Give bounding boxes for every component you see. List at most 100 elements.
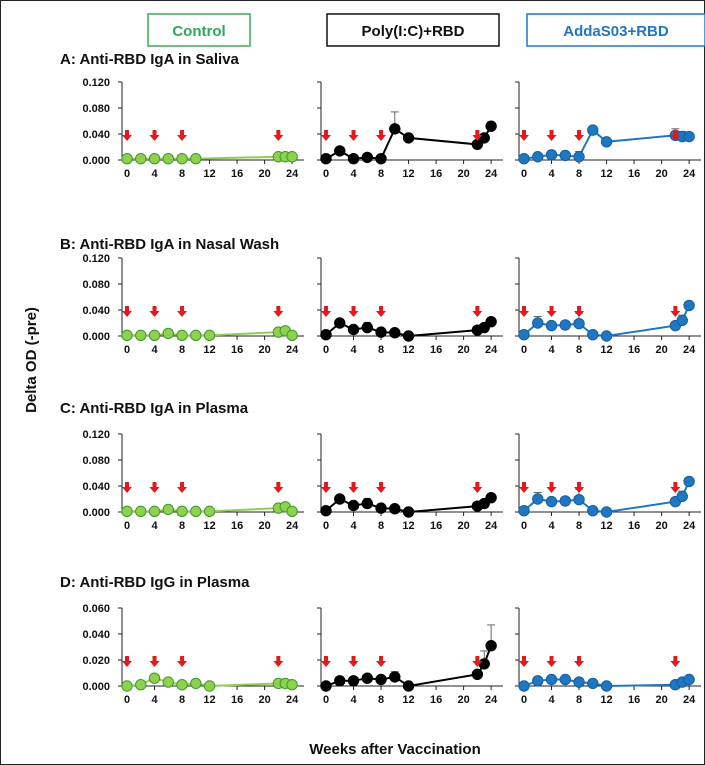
data-point <box>361 672 373 684</box>
x-tick-label: 4 <box>350 168 357 180</box>
x-tick-label: 4 <box>350 694 357 706</box>
subplot-poly-i-c-rbd: 0 4 8 12 16 20 24 <box>317 433 503 532</box>
x-tick-label: 0 <box>323 520 329 532</box>
vaccination-arrow <box>472 656 483 667</box>
vaccination-arrow <box>149 656 160 667</box>
x-tick-label: 0 <box>521 168 527 180</box>
x-tick-label: 8 <box>378 694 384 706</box>
subplot-control: 0 4 8 12 16 20 24 <box>118 607 304 706</box>
vaccination-arrow <box>670 130 681 141</box>
data-point <box>190 153 202 165</box>
y-tick-label: 0.080 <box>82 103 110 115</box>
vaccination-arrow <box>376 656 387 667</box>
vaccination-arrow <box>519 482 529 493</box>
subplot-control: 0 4 8 12 16 20 24 <box>118 433 304 532</box>
x-tick-label: 24 <box>683 344 696 356</box>
data-point <box>361 321 373 334</box>
data-point <box>573 493 585 506</box>
vaccination-arrow <box>574 482 585 493</box>
vaccination-arrow <box>348 656 359 667</box>
panels: A: Anti-RBD IgA in Saliva 0.000 0.040 0.080… <box>60 51 701 706</box>
vaccination-arrow <box>122 130 132 141</box>
x-tick-label: 20 <box>457 344 469 356</box>
vaccination-arrow <box>273 482 284 493</box>
data-point <box>148 153 161 165</box>
data-point <box>286 679 298 691</box>
vaccination-arrow <box>574 656 585 667</box>
data-point <box>375 153 387 165</box>
x-tick-label: 4 <box>151 168 158 180</box>
vaccination-arrow <box>321 482 331 493</box>
data-point <box>135 505 147 518</box>
data-point <box>478 132 490 144</box>
x-tick-label: 12 <box>402 344 414 356</box>
data-point <box>190 329 202 342</box>
data-point <box>471 668 484 680</box>
data-point <box>148 672 161 684</box>
data-point <box>683 299 695 312</box>
data-point <box>545 495 558 508</box>
data-point <box>559 673 571 686</box>
data-point <box>135 153 147 165</box>
vaccination-arrow <box>546 656 557 667</box>
data-point <box>121 680 133 692</box>
x-tick-label: 0 <box>323 168 329 180</box>
x-tick-label: 24 <box>286 344 299 356</box>
data-point <box>587 329 599 341</box>
data-point <box>334 675 346 687</box>
x-tick-label: 8 <box>576 520 582 532</box>
data-point <box>587 677 599 690</box>
y-tick-label: 0.080 <box>82 279 110 291</box>
data-point <box>545 319 558 332</box>
x-tick-label: 8 <box>179 520 185 532</box>
data-point <box>334 317 346 329</box>
subplot-addas03-rbd: 0 4 8 12 16 20 24 <box>515 81 701 180</box>
x-tick-label: 20 <box>655 168 667 180</box>
vaccination-arrow <box>321 306 331 317</box>
vaccination-arrow <box>546 130 557 141</box>
data-point <box>375 502 387 514</box>
vaccination-arrow <box>472 130 483 141</box>
x-tick-label: 12 <box>402 168 414 180</box>
data-point <box>176 153 188 165</box>
data-point <box>485 120 497 132</box>
x-tick-label: 20 <box>457 694 469 706</box>
data-point <box>600 506 613 518</box>
x-tick-label: 4 <box>548 520 555 532</box>
x-tick-label: 24 <box>485 168 498 180</box>
data-point <box>389 327 401 339</box>
vaccination-arrow <box>149 130 160 141</box>
x-axis-title: Weeks after Vaccination <box>309 741 480 758</box>
y-tick-label: 0.120 <box>82 253 110 265</box>
data-point <box>162 327 174 340</box>
vaccination-arrow <box>177 482 188 493</box>
y-tick-label: 0.040 <box>82 129 110 141</box>
y-tick-label: 0.000 <box>82 331 110 343</box>
data-point <box>162 676 174 688</box>
x-tick-label: 20 <box>258 694 270 706</box>
x-tick-label: 20 <box>655 520 667 532</box>
x-tick-label: 24 <box>683 520 696 532</box>
data-point <box>683 475 695 488</box>
x-tick-label: 12 <box>203 168 215 180</box>
x-tick-label: 8 <box>179 344 185 356</box>
data-point <box>389 123 401 135</box>
x-tick-label: 20 <box>655 344 667 356</box>
x-tick-label: 24 <box>683 168 696 180</box>
data-point <box>532 317 544 329</box>
data-point <box>148 329 161 342</box>
vaccination-arrow <box>376 130 387 141</box>
vaccination-arrow <box>177 656 188 667</box>
group-box-addas03 <box>526 13 705 47</box>
x-tick-label: 16 <box>430 344 442 356</box>
vaccination-arrow <box>321 130 331 141</box>
x-tick-label: 16 <box>628 520 640 532</box>
data-point <box>600 330 613 342</box>
data-point <box>485 316 497 328</box>
x-tick-label: 12 <box>203 694 215 706</box>
x-tick-label: 24 <box>683 694 696 706</box>
x-tick-label: 20 <box>655 694 667 706</box>
data-point <box>559 495 571 507</box>
x-tick-label: 12 <box>203 520 215 532</box>
data-point <box>162 503 174 516</box>
